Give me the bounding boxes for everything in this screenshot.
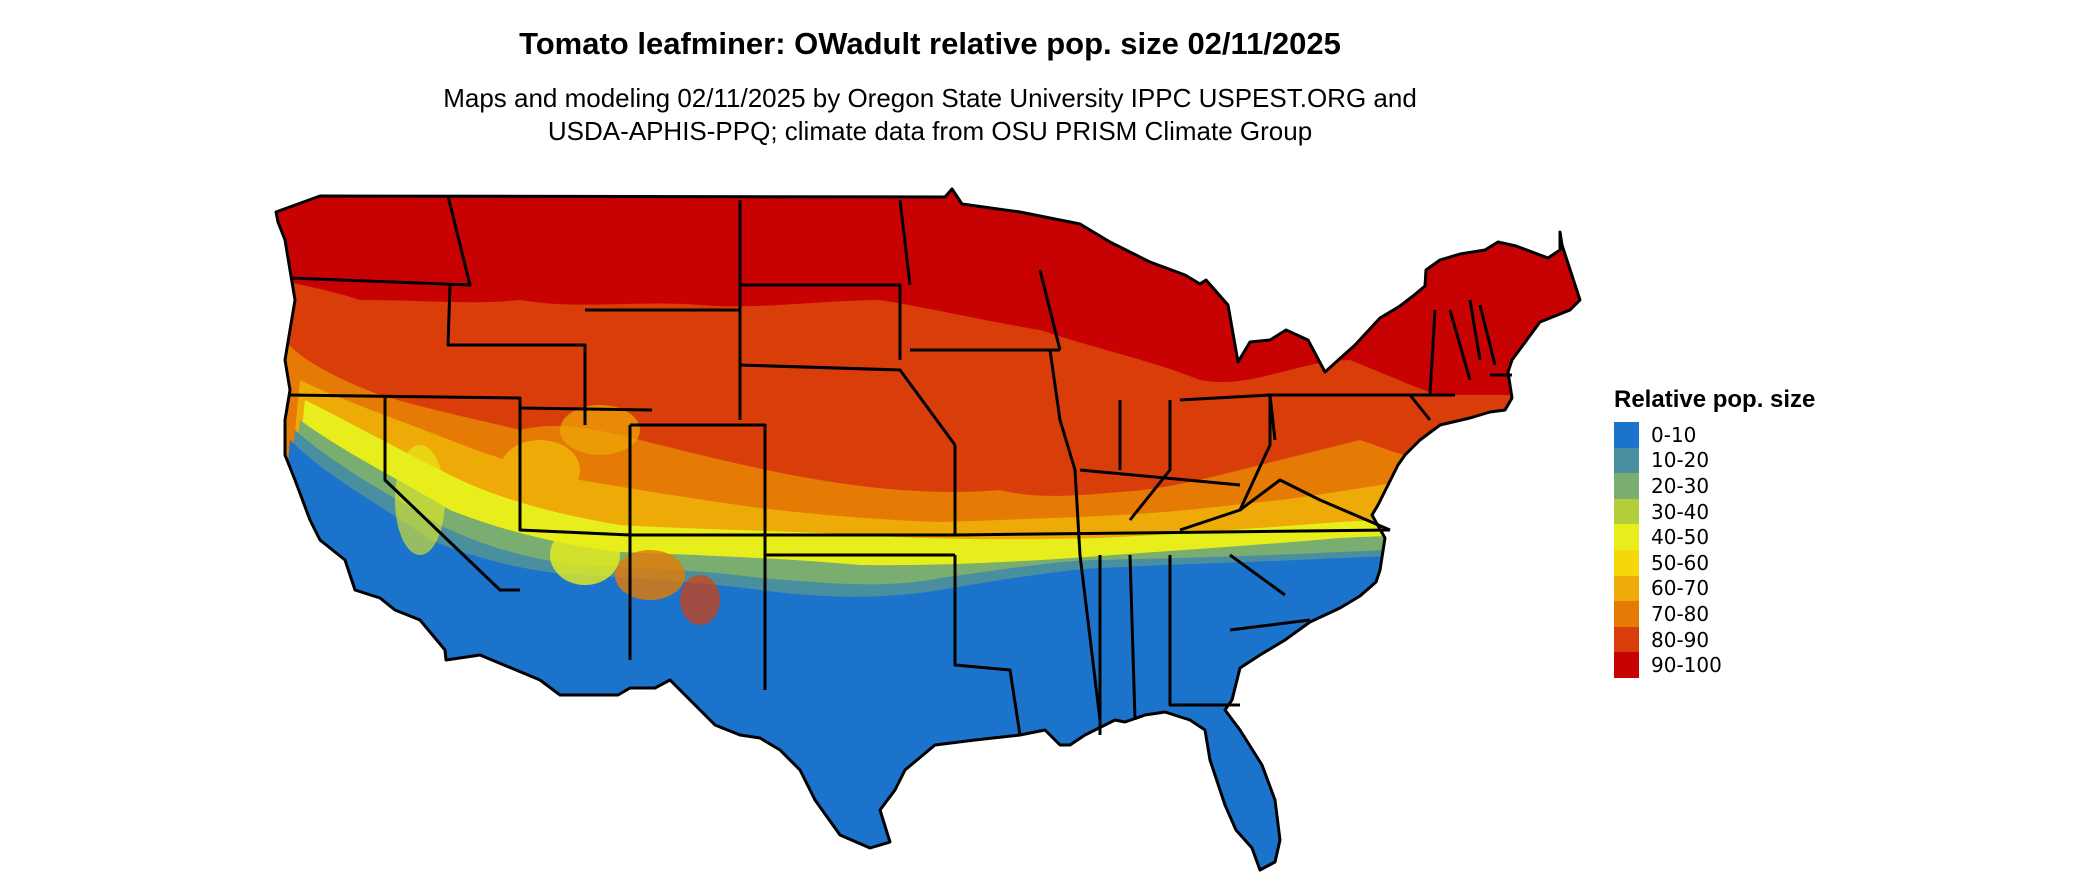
legend-item: 90-100 bbox=[1614, 652, 1815, 678]
subtitle-line-1: Maps and modeling 02/11/2025 by Oregon S… bbox=[443, 83, 1417, 113]
subtitle-line-2: USDA-APHIS-PPQ; climate data from OSU PR… bbox=[547, 116, 1313, 146]
legend-item: 0-10 bbox=[1614, 422, 1815, 448]
legend-label: 80-90 bbox=[1651, 627, 1710, 652]
legend-label: 70-80 bbox=[1651, 601, 1710, 626]
legend-label: 30-40 bbox=[1651, 499, 1710, 524]
legend-item: 80-90 bbox=[1614, 626, 1815, 653]
legend-item: 60-70 bbox=[1614, 575, 1815, 602]
legend-item: 70-80 bbox=[1614, 601, 1815, 627]
legend-swatch bbox=[1614, 626, 1639, 653]
legend-label: 0-10 bbox=[1651, 422, 1697, 447]
legend-swatch bbox=[1614, 422, 1639, 448]
legend-item: 10-20 bbox=[1614, 447, 1815, 474]
legend-item: 50-60 bbox=[1614, 549, 1815, 576]
legend: Relative pop. size 0-10 10-20 20-30 30-40 40… bbox=[1614, 386, 1815, 678]
state-boundaries bbox=[274, 187, 1582, 872]
legend-label: 90-100 bbox=[1651, 653, 1722, 678]
legend-title: Relative pop. size bbox=[1614, 386, 1816, 413]
legend-items: 0-10 10-20 20-30 30-40 40-50 50-60 60-70 70-80 8… bbox=[1614, 422, 1815, 678]
legend-swatch bbox=[1614, 473, 1639, 499]
map-subtitle: Maps and modeling 02/11/2025 by Oregon S… bbox=[310, 82, 1550, 148]
legend-swatch bbox=[1614, 549, 1639, 576]
legend-swatch bbox=[1614, 447, 1639, 474]
legend-label: 10-20 bbox=[1651, 448, 1710, 473]
legend-swatch bbox=[1614, 601, 1639, 627]
legend-item: 40-50 bbox=[1614, 524, 1815, 550]
legend-swatch bbox=[1614, 575, 1639, 602]
legend-item: 30-40 bbox=[1614, 498, 1815, 525]
legend-swatch bbox=[1614, 524, 1639, 550]
legend-swatch bbox=[1614, 652, 1639, 678]
map-title: Tomato leafminer: OWadult relative pop. … bbox=[519, 26, 1341, 61]
legend-item: 20-30 bbox=[1614, 473, 1815, 499]
legend-label: 20-30 bbox=[1651, 473, 1710, 498]
legend-label: 50-60 bbox=[1651, 550, 1710, 575]
legend-swatch bbox=[1614, 498, 1639, 525]
legend-label: 40-50 bbox=[1651, 525, 1710, 550]
legend-label: 60-70 bbox=[1651, 576, 1710, 601]
